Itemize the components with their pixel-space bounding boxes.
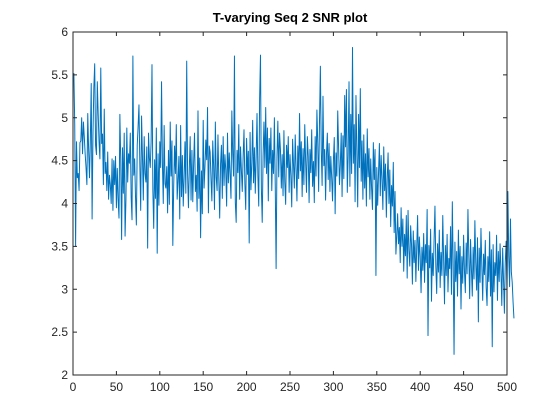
- x-tick-label: 50: [110, 380, 124, 394]
- x-tick-label: 200: [237, 380, 257, 394]
- x-tick-label: 450: [454, 380, 474, 394]
- y-axis: 2 2.5 3 3.5 4 4.5 5 5.5 6: [51, 25, 507, 382]
- y-tick-label: 4: [61, 197, 68, 211]
- y-tick-label: 2: [61, 368, 68, 382]
- y-tick-label: 2.5: [51, 325, 68, 339]
- plot-frame: [72, 31, 508, 376]
- chart-title: T-varying Seq 2 SNR plot: [213, 10, 368, 25]
- series-line-0: [73, 46, 515, 355]
- y-tick-label: 3.5: [51, 239, 68, 253]
- y-tick-label: 6: [61, 25, 68, 39]
- x-tick-label: 0: [70, 380, 77, 394]
- y-tick-label: 3: [61, 282, 68, 296]
- y-tick-label: 4.5: [51, 154, 68, 168]
- x-tick-label: 350: [367, 380, 387, 394]
- y-tick-label: 5: [61, 111, 68, 125]
- plot-area: [73, 32, 507, 375]
- x-tick-label: 100: [150, 380, 170, 394]
- data-layer: [73, 46, 515, 355]
- x-tick-label: 150: [193, 380, 213, 394]
- y-tick-label: 5.5: [51, 68, 68, 82]
- x-tick-label: 400: [410, 380, 430, 394]
- x-tick-label: 300: [323, 380, 343, 394]
- x-axis: 0 50 100 150 200 250 300 350 400 450 500: [70, 32, 517, 394]
- x-tick-label: 500: [497, 380, 517, 394]
- x-tick-label: 250: [280, 380, 300, 394]
